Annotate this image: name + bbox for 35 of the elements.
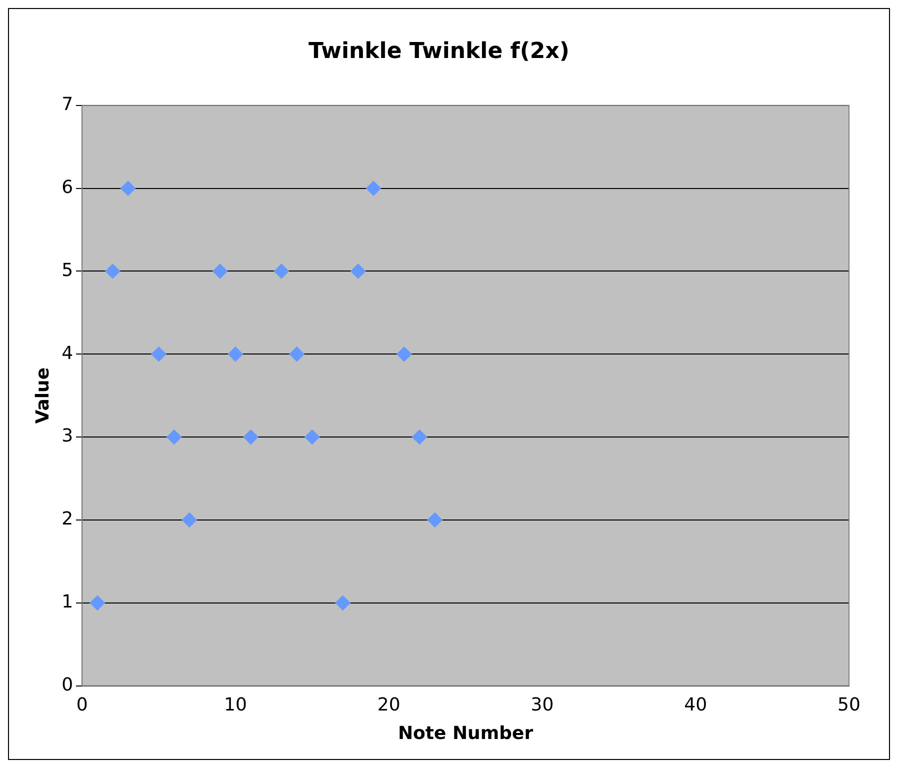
x-tick-label: 30: [530, 694, 554, 716]
point: [243, 430, 258, 445]
y-tick-label: 2: [62, 508, 74, 530]
point: [350, 264, 366, 279]
y-tick-label: 4: [62, 342, 74, 364]
point: [427, 512, 442, 528]
point: [366, 180, 381, 196]
x-tick-label: 0: [76, 694, 88, 716]
y-tick-label: 1: [62, 592, 74, 613]
chart-title: Twinkle Twinkle f(2x): [308, 38, 570, 64]
point: [289, 346, 304, 362]
y-tick-label: 3: [62, 426, 74, 447]
y-axis-title: Value: [32, 367, 54, 424]
y-tick-label: 5: [62, 260, 74, 281]
point: [228, 346, 243, 362]
point: [212, 264, 228, 279]
y-tick-label: 7: [62, 94, 74, 116]
y-tick-label: 0: [62, 674, 74, 696]
point: [335, 595, 350, 610]
point: [166, 430, 182, 445]
point: [120, 180, 136, 196]
point: [396, 346, 412, 362]
point: [151, 346, 166, 362]
point: [182, 512, 197, 528]
x-tick-label: 50: [838, 694, 860, 716]
point: [90, 595, 105, 610]
x-tick-label: 40: [684, 694, 708, 716]
point: [412, 430, 428, 445]
point: [304, 430, 320, 445]
x-tick-label: 20: [377, 694, 400, 716]
y-tick-label: 6: [62, 176, 74, 198]
x-axis-title: Note Number: [398, 722, 534, 744]
x-tick-label: 10: [224, 694, 247, 716]
point: [105, 264, 120, 279]
point: [274, 264, 289, 279]
